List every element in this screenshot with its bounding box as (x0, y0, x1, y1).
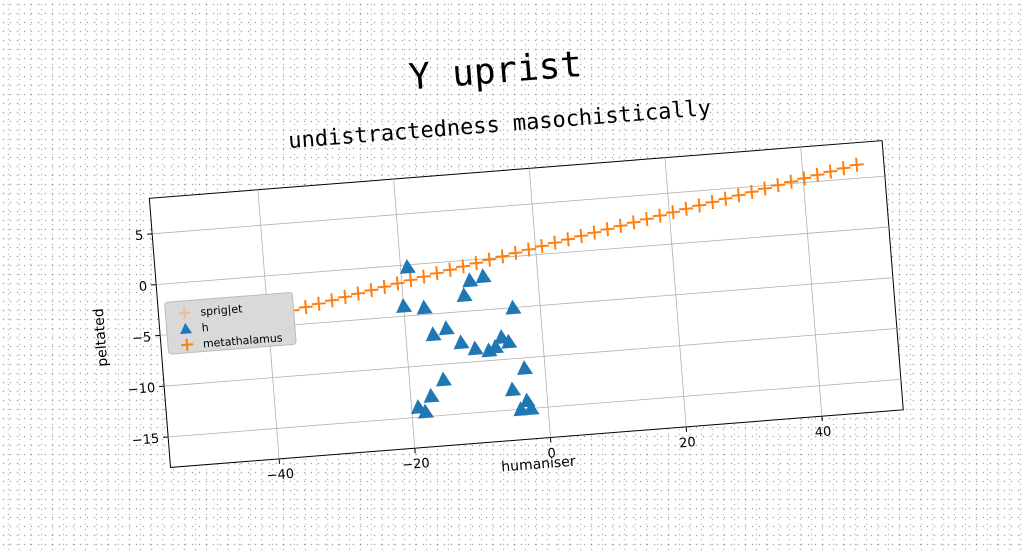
y-tick-label: 0 (138, 279, 147, 295)
metathalamus-point-v (489, 253, 490, 267)
x-axis-label: humaniser (501, 454, 577, 476)
metathalamus-point-v (764, 182, 765, 196)
metathalamus-point-v (725, 192, 726, 206)
metathalamus-point-v (620, 219, 621, 233)
metathalamus-point-v (476, 256, 477, 270)
metathalamus-point-v (345, 290, 346, 304)
y-tick-label: −15 (131, 432, 160, 449)
metathalamus-point-v (856, 158, 857, 172)
metathalamus-point-v (594, 226, 595, 240)
metathalamus-point-v (541, 239, 542, 253)
metathalamus-point-v (449, 263, 450, 277)
metathalamus-point-v (358, 287, 359, 301)
metathalamus-point-v (791, 175, 792, 189)
metathalamus-point-v (318, 297, 319, 311)
metathalamus-point-v (568, 232, 569, 246)
metathalamus-point-v (515, 246, 516, 260)
metathalamus-point-v (843, 161, 844, 175)
metathalamus-point-v (410, 273, 411, 287)
metathalamus-point-v (423, 270, 424, 284)
metathalamus-point-v (371, 283, 372, 297)
legend-marker-0-v (184, 307, 185, 319)
metathalamus-point-v (633, 215, 634, 229)
metathalamus-point-v (712, 195, 713, 209)
metathalamus-point-v (751, 185, 752, 199)
metathalamus-point-v (672, 205, 673, 219)
metathalamus-point-v (817, 168, 818, 182)
metathalamus-point-v (554, 236, 555, 250)
metathalamus-point-v (502, 249, 503, 263)
chart-canvas: Y uprist undistractedness masochisticall… (0, 0, 1024, 512)
y-axis-label: peltated (91, 308, 112, 368)
metathalamus-point-v (436, 266, 437, 280)
y-tick-label: −10 (127, 381, 156, 398)
metathalamus-point-v (686, 202, 687, 216)
metathalamus-point-v (804, 171, 805, 185)
metathalamus-point-v (607, 222, 608, 236)
legend-marker-2-v (186, 339, 187, 351)
x-tick-label: 40 (814, 425, 832, 441)
x-tick-label: −20 (402, 456, 431, 473)
metathalamus-point-v (384, 280, 385, 294)
metathalamus-point-v (659, 209, 660, 223)
metathalamus-point-v (581, 229, 582, 243)
metathalamus-point-v (463, 259, 464, 273)
metathalamus-point-v (528, 243, 529, 257)
x-tick-label: −40 (266, 467, 295, 484)
metathalamus-point-v (397, 276, 398, 290)
metathalamus-point-v (699, 198, 700, 212)
metathalamus-point-v (646, 212, 647, 226)
x-tick-label: 20 (679, 435, 697, 451)
metathalamus-point-v (305, 300, 306, 314)
metathalamus-point-v (777, 178, 778, 192)
y-tick-label: 5 (134, 229, 143, 245)
metathalamus-point-v (830, 165, 831, 179)
legend-label-1: h (201, 321, 209, 335)
y-tick-label: −5 (132, 330, 152, 346)
metathalamus-point-v (738, 188, 739, 202)
metathalamus-point-v (331, 293, 332, 307)
